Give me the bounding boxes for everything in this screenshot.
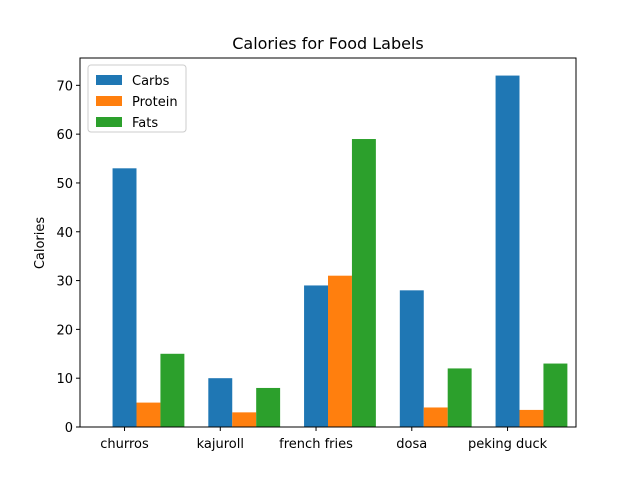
- bar-carbs-dosa: [399, 290, 424, 427]
- bar-protein-churros: [136, 402, 161, 427]
- bar-protein-french-fries: [328, 275, 352, 427]
- legend-label-fats: Fats: [132, 116, 158, 131]
- bar-fats-churros: [160, 353, 185, 427]
- bar-fats-french-fries: [351, 139, 376, 427]
- legend-swatch-fats: [96, 117, 122, 127]
- y-tick-label: 0: [65, 421, 73, 436]
- y-axis-label: Calories: [33, 217, 48, 270]
- plot-frame: [79, 57, 577, 428]
- x-tick-label: kajuroll: [197, 437, 244, 452]
- x-tick-label: peking duck: [468, 437, 548, 452]
- x-tick-label: dosa: [396, 437, 427, 452]
- bar-carbs-churros: [112, 168, 137, 428]
- bar-carbs-french-fries: [304, 285, 328, 427]
- bar-protein-peking-duck: [519, 409, 544, 427]
- y-tick-label: 30: [56, 275, 73, 290]
- x-tick-label: french fries: [279, 437, 353, 452]
- legend: Carbs Protein Fats: [87, 64, 187, 133]
- x-tick-label: churros: [100, 437, 149, 452]
- y-tick-label: 70: [56, 79, 73, 94]
- bars-group: [112, 75, 568, 428]
- bar-protein-dosa: [423, 407, 448, 427]
- bar-fats-dosa: [447, 368, 472, 427]
- axes-group: 0 10 20 30 40 50 60 70 churros kajuroll french fri…: [56, 57, 577, 452]
- legend-label-carbs: Carbs: [132, 74, 170, 89]
- bar-carbs-kajuroll: [208, 378, 233, 427]
- y-tick-label: 20: [56, 323, 73, 338]
- legend-swatch-protein: [96, 96, 122, 106]
- bar-protein-kajuroll: [232, 412, 257, 427]
- y-tick-label: 50: [56, 177, 73, 192]
- y-tick-label: 60: [56, 128, 73, 143]
- y-tick-label: 40: [56, 226, 73, 241]
- legend-swatch-carbs: [96, 75, 122, 85]
- chart-title: Calories for Food Labels: [232, 34, 424, 53]
- bar-fats-kajuroll: [256, 387, 281, 427]
- bar-carbs-peking-duck: [495, 75, 520, 428]
- bar-fats-peking-duck: [543, 363, 568, 427]
- y-tick-label: 10: [56, 372, 73, 387]
- legend-label-protein: Protein: [132, 95, 178, 110]
